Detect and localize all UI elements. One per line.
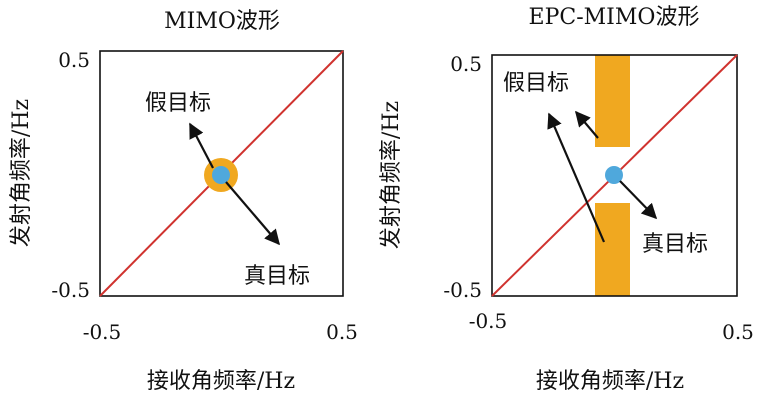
panel-right-false-region-upper bbox=[595, 55, 630, 147]
panel-right: EPC-MIMO波形 假目标 真目标 0.5 -0.5 -0.5 0.5 发射角… bbox=[379, 5, 754, 394]
panel-right-title: EPC-MIMO波形 bbox=[529, 5, 700, 30]
panel-left-y-tick-bottom: -0.5 bbox=[51, 278, 90, 302]
panel-right-y-axis-label: 发射角频率/Hz bbox=[379, 101, 404, 249]
panel-right-y-tick-bottom: -0.5 bbox=[443, 278, 482, 302]
panel-right-true-target-dot bbox=[605, 166, 623, 184]
panel-right-x-tick-left: -0.5 bbox=[469, 309, 508, 333]
panel-right-false-region-lower bbox=[595, 203, 630, 296]
panel-left-true-target-dot bbox=[212, 166, 230, 184]
panel-right-false-target-arrow-short bbox=[575, 110, 599, 139]
panel-left-false-target-arrow bbox=[189, 122, 214, 169]
panel-right-false-target-label: 假目标 bbox=[503, 71, 569, 96]
panel-right-plot-frame bbox=[491, 54, 738, 297]
panel-left-x-tick-right: 0.5 bbox=[326, 320, 358, 344]
panel-left: MIMO波形 假目标 真目标 0.5 -0.5 -0.5 0.5 发射角频率/H… bbox=[9, 9, 358, 394]
panel-right-y-tick-top: 0.5 bbox=[450, 52, 482, 76]
panel-left-x-axis-label: 接收角频率/Hz bbox=[147, 369, 295, 394]
panel-right-x-tick-right: 0.5 bbox=[722, 320, 754, 344]
panel-left-true-target-label: 真目标 bbox=[244, 264, 310, 289]
panel-right-true-target-label: 真目标 bbox=[642, 232, 708, 257]
panel-right-x-axis-label: 接收角频率/Hz bbox=[536, 369, 684, 394]
panel-right-false-target-arrow-long bbox=[547, 112, 606, 243]
panel-left-false-target-label: 假目标 bbox=[145, 91, 211, 116]
panel-left-x-tick-left: -0.5 bbox=[83, 320, 122, 344]
panel-left-title: MIMO波形 bbox=[164, 9, 280, 34]
panel-left-y-tick-top: 0.5 bbox=[58, 48, 90, 72]
panel-right-true-target-arrow bbox=[619, 180, 658, 220]
panel-left-plot-frame bbox=[99, 50, 344, 297]
panel-left-y-axis-label: 发射角频率/Hz bbox=[9, 99, 34, 247]
panel-left-true-target-arrow bbox=[225, 181, 281, 246]
